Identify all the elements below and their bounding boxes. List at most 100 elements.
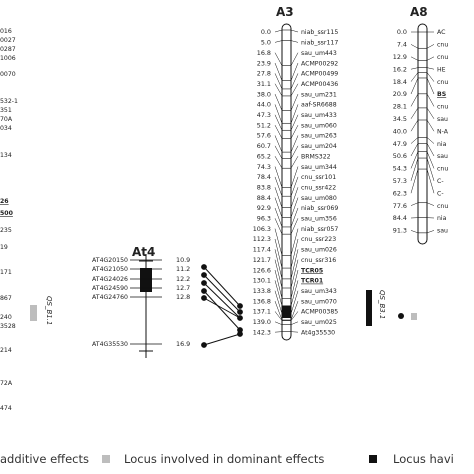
a3-leader-left [274, 83, 283, 97]
a8-marker-pos: 20.9 [393, 90, 407, 98]
a3-chromosome-group: A3 0.0 niab_ssr115 5.0 niab_ssr117 16.8 sau_u… [253, 5, 417, 341]
a3-dominant-segment [282, 306, 291, 318]
a3-marker-pos: 78.4 [257, 173, 271, 181]
a3-leader-left [274, 125, 283, 139]
a8-leader-left [410, 44, 419, 49]
a3-marker-name: aaf-SR6688 [301, 102, 337, 109]
a3-marker-pos: 106.3 [253, 225, 271, 233]
a3-leader-right [290, 207, 299, 228]
a3-marker-pos: 74.3 [257, 163, 271, 171]
left-partial-chromosome: 016 0027 0287 1006 0070 532-1 351 70A 03… [0, 28, 53, 412]
a3-marker-name: TCR05 [301, 267, 323, 274]
a3-leader-right [290, 40, 299, 43]
a3-marker-name: TCR01 [301, 278, 323, 285]
a3-leader-left [274, 73, 283, 90]
a3-leader-right [290, 311, 299, 321]
at4-marker-name: AT4G35530 [92, 341, 128, 348]
a3-marker-pos: 126.6 [253, 266, 271, 274]
a3-marker-pos: 5.0 [261, 39, 271, 47]
a3-marker-name: At4g35530 [301, 329, 335, 336]
a8-marker-pos: 7.4 [397, 41, 407, 49]
a3-marker-pos: 44.0 [257, 101, 271, 109]
at4-title: At4 [132, 245, 155, 259]
a8-marker-pos: 77.6 [393, 202, 407, 210]
a3-leader-left [274, 228, 283, 256]
a3-leader-left [274, 40, 283, 43]
a3-marker-pos: 51.2 [257, 121, 271, 129]
a3-marker-pos: 88.4 [257, 194, 271, 202]
a3-marker-pos: 133.8 [253, 287, 271, 295]
a3-leader-left [274, 249, 283, 279]
a3-leader-right [290, 218, 299, 235]
a3-marker-name: ACMP00292 [301, 60, 338, 67]
a3-marker-pos: 137.1 [253, 308, 271, 316]
a3-marker-name: sau_um070 [301, 298, 337, 305]
a3-leader-left [274, 145, 283, 159]
a3-marker-pos: 57.6 [257, 132, 271, 140]
a3-leader-left [274, 321, 283, 325]
a3-marker-name: sau_um231 [301, 91, 337, 98]
a3-marker-name: sau_um433 [301, 112, 337, 119]
left-label: 532-1 [0, 98, 18, 105]
a8-leader-left [410, 157, 419, 181]
a8-leader-left [410, 107, 419, 119]
at4-marker-pos: 10.9 [176, 256, 190, 264]
a3-marker-name: cnu_ssr422 [301, 184, 336, 191]
qtl-label-left: QS_B1.1 [45, 296, 53, 325]
a3-marker-name: ACMP00499 [301, 71, 338, 78]
connector-dot [201, 342, 207, 348]
a3-leader-left [274, 218, 283, 235]
a3-marker-pos: 117.4 [253, 246, 271, 254]
at4-chromosome-group: At4 AT4G20150 AT4G21050 AT4G24026 AT4G24… [92, 245, 190, 358]
a3-marker-name: sau_um026 [301, 247, 337, 254]
a3-marker-name: niab_ssr117 [301, 40, 338, 47]
a3-marker-pos: 65.2 [257, 152, 271, 160]
at4-marker-pos: 11.2 [176, 265, 190, 273]
a3-leader-left [274, 259, 283, 289]
at4-marker-pos: 12.2 [176, 275, 190, 283]
a3-leader-right [290, 269, 299, 299]
a8-marker-name: N-A [437, 128, 449, 135]
a8-leader-right [426, 119, 435, 132]
a8-chromosome-group: A8 0.0 AC 7.4 cnu 12.9 cnu 16.2 HE 18.4 cnu 20.9 BS… [393, 5, 449, 245]
connector-dot [201, 272, 207, 278]
at4-dominant-segment [140, 268, 152, 292]
a8-markers: 0.0 AC 7.4 cnu 12.9 cnu 16.2 HE 18.4 cnu 20.9 BS 28.… [393, 28, 449, 234]
legend: additive effects Locus involved in domin… [0, 452, 454, 466]
a3-marker-name: niab_ssr057 [301, 226, 338, 233]
legend-dominant-label: Locus involved in dominant effects [124, 452, 324, 466]
connector-dot [201, 264, 207, 270]
a3-leader-right [290, 176, 299, 197]
a8-marker-pos: 0.0 [397, 28, 407, 36]
a3-leader-right [290, 290, 299, 314]
at4-marker-name: AT4G24590 [92, 285, 128, 292]
at4-marker-name: AT4G24760 [92, 294, 128, 301]
a3-title: A3 [276, 5, 294, 19]
a3-marker-name: cnu_ssr223 [301, 236, 336, 243]
a3-marker-pos: 142.3 [253, 328, 271, 336]
left-label: 70A [0, 116, 13, 123]
a3-leader-right [290, 135, 299, 153]
a8-leader-right [426, 151, 435, 169]
a3-marker-pos: 136.8 [253, 297, 271, 305]
connector-dot [201, 295, 207, 301]
connector-dot [237, 309, 243, 315]
a8-title: A8 [410, 5, 428, 19]
legend-additive-label: additive effects [0, 452, 89, 466]
connector-dot [237, 315, 243, 321]
a8-leader-left [410, 137, 419, 144]
a3-marker-name: BRMS322 [301, 153, 331, 160]
a8-marker-name: sau [437, 153, 448, 160]
left-label: 0287 [0, 46, 16, 53]
a8-leader-right [426, 93, 435, 107]
a8-leader-left [410, 202, 419, 206]
a8-marker-name: AC [437, 29, 445, 36]
at4-marker-name: AT4G24026 [92, 276, 128, 283]
a3-leader-left [274, 290, 283, 314]
a3-leader-right [290, 321, 299, 325]
a3-leader-right [290, 166, 299, 188]
a3-leader-left [274, 166, 283, 188]
a3-marker-name: sau_um443 [301, 50, 337, 57]
a3-marker-name: sau_um263 [301, 133, 337, 140]
a3-leader-left [274, 238, 283, 269]
